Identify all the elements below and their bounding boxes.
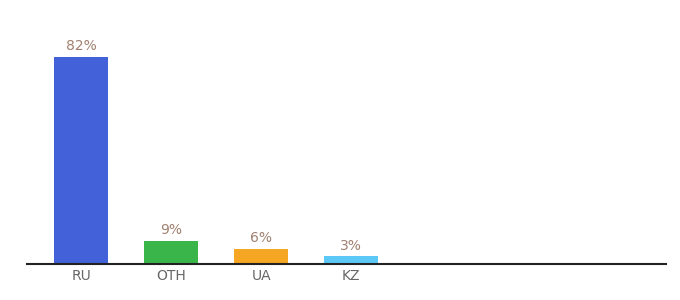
- Bar: [324, 256, 378, 264]
- Text: 9%: 9%: [160, 224, 182, 238]
- Text: 3%: 3%: [341, 238, 362, 253]
- Text: 6%: 6%: [250, 231, 272, 245]
- Bar: [144, 241, 199, 264]
- Bar: [54, 57, 108, 264]
- Text: 82%: 82%: [66, 39, 97, 53]
- Bar: [235, 249, 288, 264]
